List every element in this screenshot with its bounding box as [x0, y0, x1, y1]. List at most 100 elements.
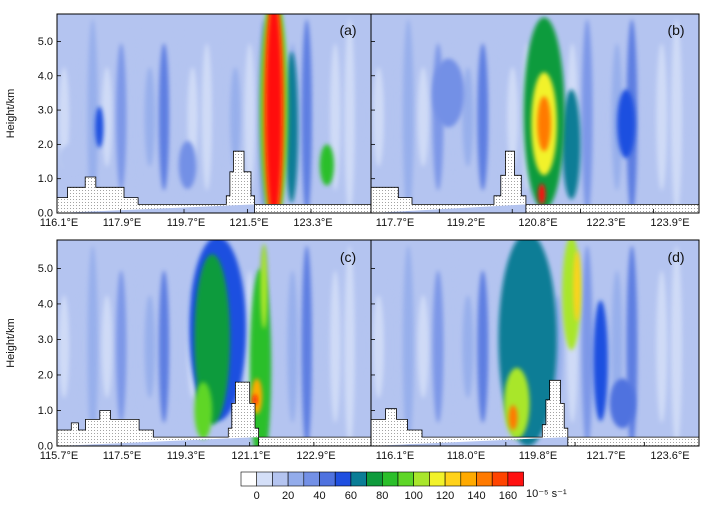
panel-d-stripe [477, 270, 489, 423]
panel-a-field [57, 14, 371, 213]
panel-b-stripe [611, 43, 623, 191]
panel-b-stripe [402, 19, 414, 213]
colorbar-cell-14 [460, 471, 477, 487]
panel-d-xtick-3: 121.7°E [586, 450, 625, 462]
panel-d-stripe [641, 295, 653, 399]
panel-d-vorticity-6 [508, 405, 518, 430]
panel-d-vorticity-1 [593, 300, 608, 422]
panel-d: 116.1°E 118.0°E 119.8°E 121.7°E 123.6°E … [370, 239, 700, 462]
colorbar-cell-13 [444, 471, 462, 487]
panel-d-vorticity-0 [609, 378, 636, 429]
panel-b-vorticity-1 [617, 89, 636, 159]
panel-c-vorticity-4 [260, 243, 268, 329]
panel-a-xtick-2: 119.7°E [167, 217, 205, 229]
colorbar-label-2: 40 [313, 490, 325, 502]
panel-b-xtick-4: 123.9°E [650, 217, 689, 229]
panel-c-stripe [273, 295, 284, 399]
panel-c-stripe [287, 270, 298, 423]
colorbar-cell-15 [476, 471, 493, 487]
panel-d-stripe [402, 245, 414, 446]
panel-c-stripe [301, 245, 312, 446]
colorbar-cell-8 [366, 471, 383, 487]
panel-c-stripe [144, 295, 155, 399]
colorbar-cell-1 [256, 471, 273, 487]
panel-d-stripe [432, 270, 444, 423]
panel-c-xticks: 115.7°E 117.5°E 119.3°E 121.1°E 122.9°E [40, 450, 336, 462]
panel-c-stripe [116, 270, 127, 423]
panel-d-stripe [447, 245, 459, 446]
panel-a-stripe [244, 43, 255, 191]
panel-b-field [371, 14, 699, 213]
panel-c: Height/km 0.0 1.0 2.0 3.0 4.0 5.0 115.7°… [5, 239, 372, 462]
panel-d-vorticity-3 [504, 367, 530, 439]
panel-b-vorticity-2 [562, 89, 581, 200]
colorbar-cell-0 [240, 471, 257, 487]
panel-a-vorticity-7 [266, 14, 282, 213]
panel-d-xticks: 116.1°E 118.0°E 119.8°E 121.7°E 123.6°E [376, 450, 690, 462]
panel-a-stripe [101, 67, 113, 167]
colorbar-labels: 0 20 40 60 80 100 120 140 160 [254, 490, 517, 502]
panel-d-stripe [492, 245, 504, 446]
panel-a-xtick-0: 116.1°E [40, 217, 78, 229]
colorbar-cell-16 [491, 471, 509, 487]
panel-a-stripe [144, 67, 155, 167]
colorbar-label-1: 20 [282, 490, 294, 502]
panel-d-xtick-0: 116.1°E [376, 450, 414, 462]
panel-b-stripe [686, 67, 697, 167]
panel-b-vorticity-0 [432, 58, 465, 128]
panel-a-yticks: 0.0 1.0 2.0 3.0 4.0 5.0 [38, 36, 53, 220]
colorbar-cell-6 [334, 471, 352, 487]
panel-a-vorticity-0 [58, 144, 84, 172]
panel-c-xtick-0: 115.7°E [40, 450, 78, 462]
panel-c-ytick-1: 1.0 [38, 405, 53, 417]
panel-c-stripe [87, 245, 98, 446]
panel-c-label: (c) [340, 249, 356, 265]
colorbar-label-8: 160 [499, 490, 517, 502]
panel-b-stripe [477, 43, 489, 191]
panel-a-xtick-3: 121.5°E [229, 217, 268, 229]
panel-c-terrain [57, 381, 371, 446]
panel-a-stripe [187, 67, 198, 167]
colorbar-cell-9 [381, 471, 399, 487]
colorbar-label-6: 120 [436, 490, 454, 502]
panel-a-ytick-1: 1.0 [38, 173, 53, 185]
panel-b-frame [370, 13, 700, 214]
panel-d-field [371, 240, 699, 446]
panel-b-stripe [373, 67, 384, 167]
colorbar-cell-2 [272, 471, 289, 487]
panel-d-stripe [686, 295, 697, 399]
colorbar-cell-3 [287, 471, 305, 487]
colorbar-cell-4 [303, 471, 320, 487]
panel-a: Height/km 0.0 1.0 2.0 3.0 4.0 5.0 116.1°… [5, 13, 372, 229]
panel-d-label: (d) [667, 249, 684, 265]
colorbar-label-4: 80 [376, 490, 388, 502]
colorbar-cell-12 [429, 471, 446, 487]
panel-b-stripe [596, 67, 608, 167]
panel-d-stripe [671, 245, 683, 446]
colorbar-label-0: 0 [254, 490, 260, 502]
panel-a-stripe [358, 67, 370, 167]
panel-d-stripe [462, 295, 474, 399]
panel-b-stripe [656, 43, 668, 191]
colorbar-cell-5 [319, 471, 336, 487]
panel-d-frame [370, 239, 700, 447]
panel-c-stripe [330, 270, 341, 423]
panel-b-stripe [417, 67, 429, 167]
panel-c-vorticity-6 [252, 394, 258, 406]
panel-a-ytick-5: 5.0 [38, 36, 53, 48]
panel-a-vorticity-1 [178, 141, 197, 189]
colorbar-label-7: 140 [467, 490, 485, 502]
panel-a-ytick-2: 2.0 [38, 139, 53, 151]
panel-d-xtick-2: 119.8°E [519, 450, 557, 462]
panel-c-ytick-0: 0.0 [38, 441, 53, 453]
panel-a-stripe [116, 43, 127, 191]
panel-b-stripe [671, 19, 683, 213]
colorbar-cells [240, 471, 524, 487]
colorbar-label-5: 100 [405, 490, 423, 502]
panel-a-stripe [58, 67, 70, 167]
panel-b-stripe [641, 67, 653, 167]
panel-b-terrain [371, 150, 699, 213]
panel-a-terrain [57, 150, 371, 213]
colorbar-cell-7 [350, 471, 367, 487]
